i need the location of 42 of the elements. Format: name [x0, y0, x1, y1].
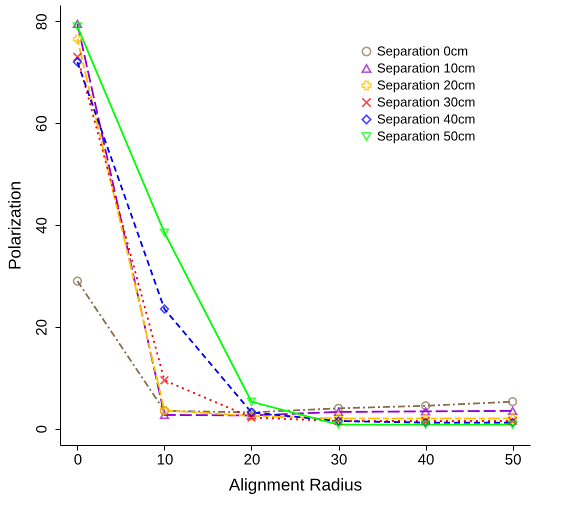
legend-label: Separation 20cm: [377, 78, 476, 92]
point: [508, 420, 518, 429]
x-tick-label: 50: [504, 452, 522, 468]
legend-label: Separation 30cm: [377, 94, 476, 110]
point: [160, 410, 170, 420]
point: [160, 304, 170, 314]
point: [72, 57, 82, 67]
x-tick-label: 10: [156, 452, 174, 468]
point: [508, 414, 518, 424]
point: [72, 52, 82, 62]
y-tick-label: 20: [34, 319, 50, 336]
legend-label: Separation 10cm: [377, 60, 476, 76]
x-tick-label: 40: [418, 452, 434, 468]
point: [420, 401, 430, 410]
point: [72, 276, 82, 286]
y-tick-label: 80: [34, 13, 50, 30]
point: [420, 420, 430, 429]
x-axis-title: Alignment Radius: [228, 476, 362, 494]
point: [334, 420, 344, 429]
point: [420, 407, 430, 416]
legend-label: Separation 0cm: [377, 44, 468, 58]
legend-label: Separation 50cm: [377, 128, 476, 144]
point: [334, 408, 344, 416]
point: [72, 34, 82, 44]
point: [420, 414, 430, 424]
y-tick-label: 0: [34, 425, 50, 434]
point: [508, 406, 518, 416]
point: [334, 414, 344, 424]
x-tick-label: 20: [244, 452, 260, 468]
y-axis-title: Polarization: [6, 181, 24, 270]
point: [334, 404, 344, 413]
point: [72, 20, 82, 28]
point: [160, 376, 170, 385]
x-tick-label: 30: [330, 452, 348, 468]
legend-label: Separation 40cm: [377, 112, 476, 126]
point: [72, 22, 82, 31]
y-tick-label: 40: [34, 217, 50, 234]
x-tick-label: 0: [74, 452, 82, 468]
point: [160, 228, 170, 237]
point: [246, 398, 256, 406]
y-tick-label: 60: [34, 115, 50, 132]
point: [508, 397, 518, 406]
